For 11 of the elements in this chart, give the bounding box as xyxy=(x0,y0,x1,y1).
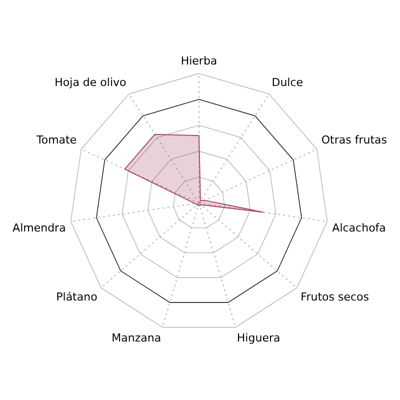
spoke-label: Plátano xyxy=(56,290,98,304)
spoke-label: Otras frutas xyxy=(321,133,388,146)
spoke-label: Frutos secos xyxy=(300,290,370,304)
spoke-label: Almendra xyxy=(12,222,66,235)
spoke-label: Alcachofa xyxy=(332,222,386,235)
spoke-label: Hoja de olivo xyxy=(54,76,127,90)
spoke-label: Higuera xyxy=(236,332,280,345)
spoke-label: Manzana xyxy=(112,332,162,345)
spoke-label: Tomate xyxy=(35,133,77,146)
spoke-label: Hierba xyxy=(180,54,218,68)
spoke-label: Dulce xyxy=(272,76,304,90)
